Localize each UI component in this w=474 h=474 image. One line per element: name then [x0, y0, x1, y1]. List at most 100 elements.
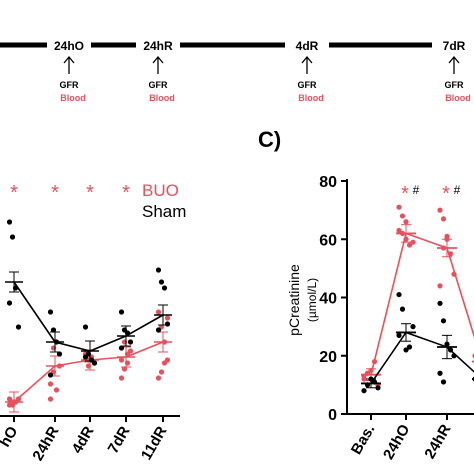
data-point — [410, 324, 416, 330]
significance-star: * — [442, 183, 450, 205]
x-tick-label: Bas. — [348, 422, 379, 458]
data-point — [161, 285, 168, 291]
data-point — [47, 396, 54, 402]
timeline-gfr-label: GFR — [60, 80, 79, 90]
y-axis-label: pCreatinine — [286, 264, 302, 336]
x-tick-label: 7dR — [105, 423, 134, 456]
timeline-blood-label: Blood — [60, 93, 86, 103]
data-point — [437, 370, 443, 376]
timeline-blood-label: Blood — [149, 93, 175, 103]
data-point — [15, 324, 22, 330]
y-tick-label: 40 — [319, 291, 337, 308]
legend-sham: Sham — [142, 202, 186, 221]
data-point — [403, 347, 409, 353]
significance-star: * — [10, 182, 18, 204]
timeline-label-bg — [136, 36, 180, 54]
y-tick-label: 0 — [328, 407, 337, 424]
data-point — [127, 339, 134, 345]
data-point — [164, 315, 171, 321]
timeline-arrow-head — [63, 55, 75, 64]
timeline-label: 24hR — [143, 39, 173, 53]
y-tick-label: 80 — [319, 174, 337, 191]
data-point — [53, 387, 60, 393]
data-point — [161, 360, 168, 366]
timeline-diagram: 24hO GFR Blood 24hR GFR Blood 4dR GFR Blood 7dR GF… — [0, 36, 474, 103]
data-point — [50, 327, 57, 333]
left-chart: hO 24hR 4dR 7dR 11dR * * * * BUO Sham — [0, 181, 186, 464]
data-point — [118, 375, 125, 381]
data-point — [155, 267, 162, 273]
data-point — [375, 385, 381, 391]
x-tick-label: hO — [0, 423, 22, 450]
data-point — [47, 381, 54, 387]
significance-hash: # — [454, 183, 461, 197]
chart-c: C) 0 20 40 60 80 pCreatinine (µmol/L) Bas. 24hO 24… — [258, 127, 474, 462]
timeline-arrow-head — [301, 55, 313, 64]
data-point — [396, 204, 402, 210]
data-point — [440, 379, 447, 385]
timeline-label-bg — [432, 36, 474, 54]
data-point — [406, 344, 413, 350]
data-point — [118, 357, 125, 363]
data-point — [47, 309, 54, 315]
data-point — [82, 354, 89, 360]
data-point — [6, 396, 13, 402]
data-point — [155, 309, 162, 315]
data-point — [6, 300, 13, 306]
timeline-blood-label: Blood — [298, 93, 324, 103]
significance-hash: # — [413, 183, 420, 197]
y-tick-label: 60 — [319, 232, 337, 249]
timeline-label: 24hO — [54, 39, 84, 53]
data-point — [47, 372, 54, 378]
x-tick-label: 4dR — [69, 423, 98, 456]
data-point — [121, 366, 128, 372]
y-tick-label: 20 — [319, 349, 337, 366]
data-point — [396, 291, 402, 298]
timeline-gfr-label: GFR — [445, 80, 464, 90]
data-point — [6, 219, 13, 225]
data-point — [399, 306, 406, 312]
timeline-label: 7dR — [443, 39, 466, 53]
significance-star: * — [86, 182, 94, 204]
data-point — [440, 216, 447, 222]
timeline-label-bg — [47, 36, 91, 54]
data-point — [440, 318, 447, 324]
mean-line — [370, 232, 474, 375]
timeline-gfr-label: GFR — [298, 80, 317, 90]
data-point — [437, 283, 443, 289]
data-point — [399, 213, 406, 219]
data-point — [118, 345, 125, 351]
data-point — [9, 234, 16, 240]
data-point — [82, 324, 89, 330]
x-tick-label: 11dR — [138, 423, 171, 463]
data-point — [164, 321, 171, 327]
data-point — [56, 351, 63, 357]
data-point — [444, 233, 450, 239]
data-point — [396, 227, 402, 234]
timeline-label: 4dR — [296, 39, 319, 53]
significance-star: * — [122, 182, 130, 204]
data-point — [155, 327, 162, 333]
data-point — [437, 207, 443, 213]
legend-buo: BUO — [142, 181, 179, 200]
data-point — [91, 360, 98, 366]
data-point — [396, 332, 402, 338]
significance-star: * — [401, 183, 409, 205]
data-point — [406, 242, 413, 248]
timeline-gfr-label: GFR — [149, 80, 168, 90]
significance-star: * — [51, 182, 59, 204]
x-tick-label: 24hO — [380, 421, 414, 462]
timeline-blood-label: Blood — [445, 93, 471, 103]
data-point — [361, 388, 367, 394]
data-point — [158, 369, 165, 375]
x-tick-label: 24hR — [29, 423, 62, 463]
mean-line — [370, 331, 474, 384]
data-point — [118, 309, 125, 315]
timeline-label-bg — [285, 36, 329, 54]
data-point — [403, 219, 409, 225]
timeline-arrow-head — [448, 55, 460, 64]
y-axis-unit: (µmol/L) — [305, 278, 319, 322]
data-point — [437, 300, 443, 306]
data-point — [155, 375, 162, 381]
